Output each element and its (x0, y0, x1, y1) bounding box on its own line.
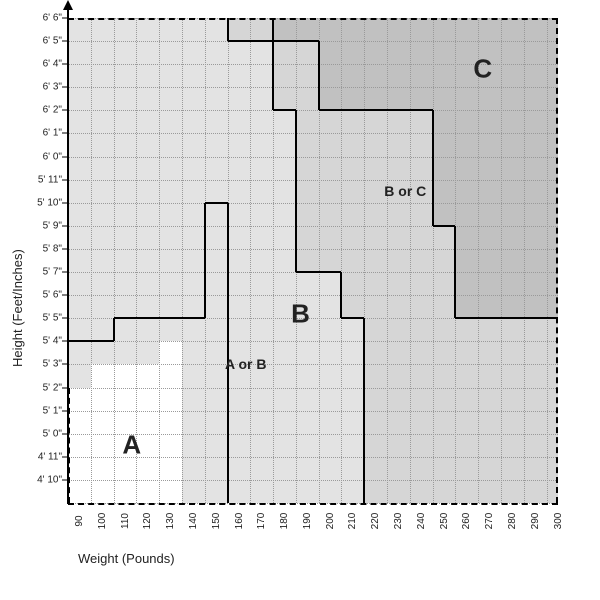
x-tick: 100 (91, 513, 108, 530)
x-tick: 130 (159, 513, 176, 530)
x-tick: 290 (524, 513, 541, 530)
x-tick: 240 (410, 513, 427, 530)
region-a (68, 388, 91, 503)
x-tick: 140 (182, 513, 199, 530)
label-b: B (291, 298, 310, 329)
x-tick: 220 (364, 513, 381, 530)
x-tick: 160 (228, 513, 245, 530)
x-tick: 210 (341, 513, 358, 530)
x-tick: 90 (68, 515, 85, 526)
x-tick: 300 (547, 513, 564, 530)
x-tick: 190 (296, 513, 313, 530)
y-axis-title: Height (Feet/Inches) (10, 249, 25, 367)
x-tick: 260 (455, 513, 472, 530)
x-tick: 170 (250, 513, 267, 530)
label-c: C (473, 53, 492, 84)
x-tick: 250 (433, 513, 450, 530)
x-tick: 230 (387, 513, 404, 530)
x-tick: 150 (205, 513, 222, 530)
region-c (433, 110, 558, 225)
label-a: A (122, 430, 141, 461)
x-tick: 110 (114, 513, 131, 529)
sizing-chart: AA or BBB or CC4' 10"4' 11"5' 0"5' 1"5' … (0, 0, 600, 600)
x-tick: 120 (136, 513, 153, 530)
x-tick: 280 (501, 513, 518, 530)
region-c (273, 18, 558, 41)
label-borc: B or C (384, 183, 426, 199)
label-aorb: A or B (225, 356, 266, 372)
region-c (319, 41, 558, 110)
region-a (159, 341, 182, 503)
x-tick: 200 (319, 513, 336, 530)
x-tick: 180 (273, 513, 290, 530)
x-axis-title: Weight (Pounds) (78, 551, 175, 566)
plot-area: AA or BBB or CC4' 10"4' 11"5' 0"5' 1"5' … (68, 18, 558, 503)
x-tick: 270 (478, 513, 495, 530)
